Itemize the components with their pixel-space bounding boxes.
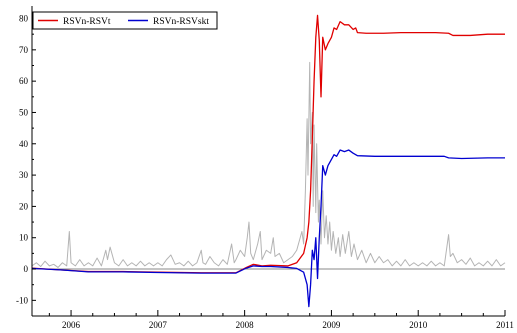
y-tick-label: 20	[19, 201, 29, 211]
y-tick-label: 40	[19, 139, 29, 149]
series-layer	[31, 14, 506, 308]
y-tick-label: 80	[19, 14, 29, 24]
y-tick-label: 10	[19, 233, 29, 243]
y-tick-label: 30	[19, 170, 29, 180]
legend-label-rsvn-rsvt: RSVn-RSVt	[63, 17, 111, 27]
y-tick-label: 0	[24, 264, 29, 274]
x-tick-label: 2008	[236, 320, 255, 330]
legend-label-rsvn-rsvskt: RSVn-RSVskt	[153, 17, 209, 27]
x-tick-label: 2006	[62, 320, 81, 330]
axes-layer	[31, 6, 505, 317]
y-tick-label: 70	[19, 45, 29, 55]
series-line-rsvn-rsvskt	[31, 149, 505, 308]
x-tick-label: 2009	[322, 320, 341, 330]
series-line-gray	[31, 61, 506, 268]
series-line-rsvn-rsvt	[31, 14, 505, 274]
y-tick-label: 50	[19, 107, 29, 117]
legend: RSVn-RSVt RSVn-RSVskt	[32, 11, 218, 30]
x-tick-label: 2007	[149, 320, 168, 330]
legend-box	[32, 11, 218, 30]
y-tick-label: -10	[16, 295, 28, 305]
y-tick-label: 60	[19, 76, 29, 86]
x-tick-label: 2010	[409, 320, 428, 330]
ticks-layer: -10 0 10 20 30 40 50 60 70 80 2006 2007 2008 2009 2010…	[16, 14, 514, 330]
x-tick-label: 2011	[496, 320, 514, 330]
